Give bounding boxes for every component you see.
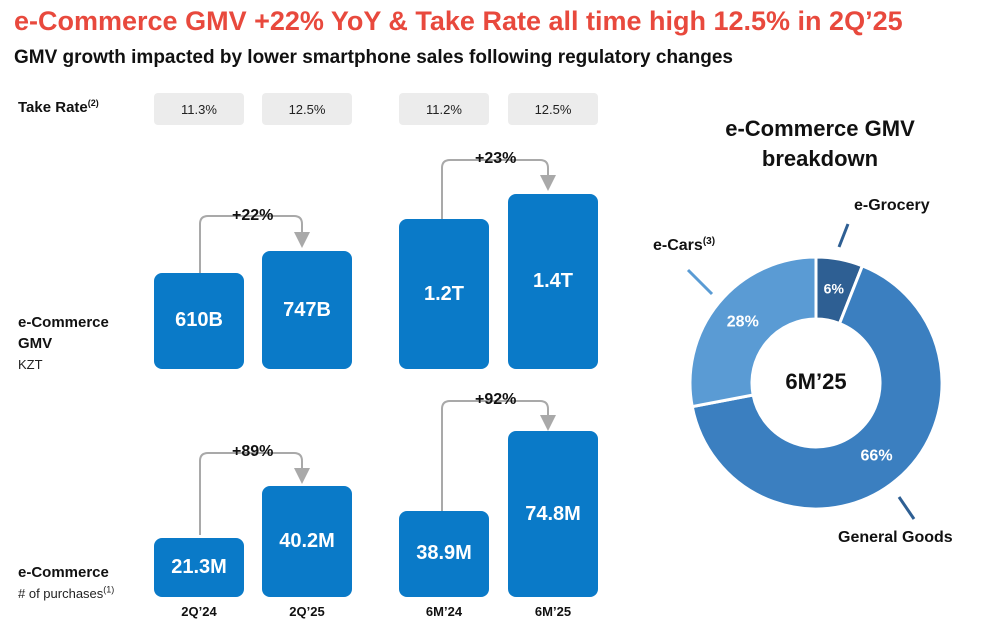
legend-general-goods: General Goods: [838, 529, 953, 546]
gmv-bar-2q25: 747B: [262, 251, 352, 369]
purchases-bar-6m25: 74.8M: [508, 431, 598, 597]
x-label-2q24: 2Q’24: [181, 604, 217, 619]
donut-slice-e-cars: [688, 255, 818, 409]
callout-line-e-grocery: [837, 223, 850, 248]
purchases-quarter-growth: +89%: [232, 443, 274, 460]
take-rate-pill-6m25: 12.5%: [508, 93, 598, 125]
gmv-bar-6m25: 1.4T: [508, 194, 598, 369]
gmv-label-line1: e-Commerce: [18, 314, 109, 331]
legend-e-cars: e-Cars(3): [653, 236, 715, 254]
donut-title: e-Commerce GMV breakdown: [680, 114, 960, 174]
gmv-row-label: e-Commerce GMV KZT: [18, 312, 109, 375]
x-label-6m25: 6M’25: [534, 604, 572, 619]
purchases-bar-2q25: 40.2M: [262, 486, 352, 597]
legend-e-cars-note: (3): [703, 236, 715, 247]
take-rate-pill-6m24: 11.2%: [399, 93, 489, 125]
page-title: e-Commerce GMV +22% YoY & Take Rate all …: [14, 6, 903, 36]
gmv-label-line2: GMV: [18, 335, 53, 352]
take-rate-pill-2q25: 12.5%: [262, 93, 352, 125]
purchases-footnote: (1): [103, 584, 115, 595]
purchases-label-line1: e-Commerce: [18, 564, 109, 581]
gmv-bar-6m24: 1.2T: [399, 219, 489, 369]
purchases-halfyear-connector: [441, 400, 556, 512]
donut-title-line1: e-Commerce GMV: [725, 116, 915, 141]
x-label-2q25: 2Q’25: [289, 604, 325, 619]
donut-center-label: 6M’25: [785, 369, 846, 394]
donut-slice-general-goods: [690, 263, 944, 511]
donut-label-e-cars: 28%: [727, 314, 759, 331]
gmv-quarter-connector: [199, 215, 310, 277]
purchases-bar-2q24: 21.3M: [154, 538, 244, 597]
take-rate-footnote: (2): [87, 98, 99, 108]
gmv-bar-2q24: 610B: [154, 272, 244, 369]
purchases-label-text: # of purchases: [18, 586, 104, 601]
take-rate-label-text: Take Rate: [18, 99, 88, 116]
gmv-quarter-growth: +22%: [232, 207, 274, 224]
take-rate-pill-2q24: 11.3%: [154, 93, 244, 125]
gmv-halfyear-connector: [441, 159, 556, 222]
callout-line-e-cars: [686, 268, 714, 296]
donut-label-general-goods: 66%: [861, 447, 893, 464]
gmv-halfyear-growth: +23%: [475, 150, 517, 167]
purchases-quarter-connector: [199, 452, 310, 535]
purchases-label-line2: # of purchases(1): [18, 583, 114, 604]
take-rate-label: Take Rate(2): [18, 97, 99, 118]
legend-e-grocery: e-Grocery: [854, 197, 930, 214]
purchases-row-label: e-Commerce # of purchases(1): [18, 562, 114, 604]
gmv-unit: KZT: [18, 357, 43, 372]
legend-e-cars-name: e-Cars: [653, 237, 703, 254]
callout-line-general-goods: [897, 496, 916, 520]
page-subtitle: GMV growth impacted by lower smartphone …: [14, 47, 733, 68]
x-label-6m24: 6M’24: [425, 604, 463, 619]
donut-label-e-grocery: 6%: [824, 280, 845, 296]
donut-title-line2: breakdown: [761, 146, 879, 171]
purchases-bar-6m24: 38.9M: [399, 510, 489, 597]
purchases-halfyear-growth: +92%: [475, 391, 517, 408]
